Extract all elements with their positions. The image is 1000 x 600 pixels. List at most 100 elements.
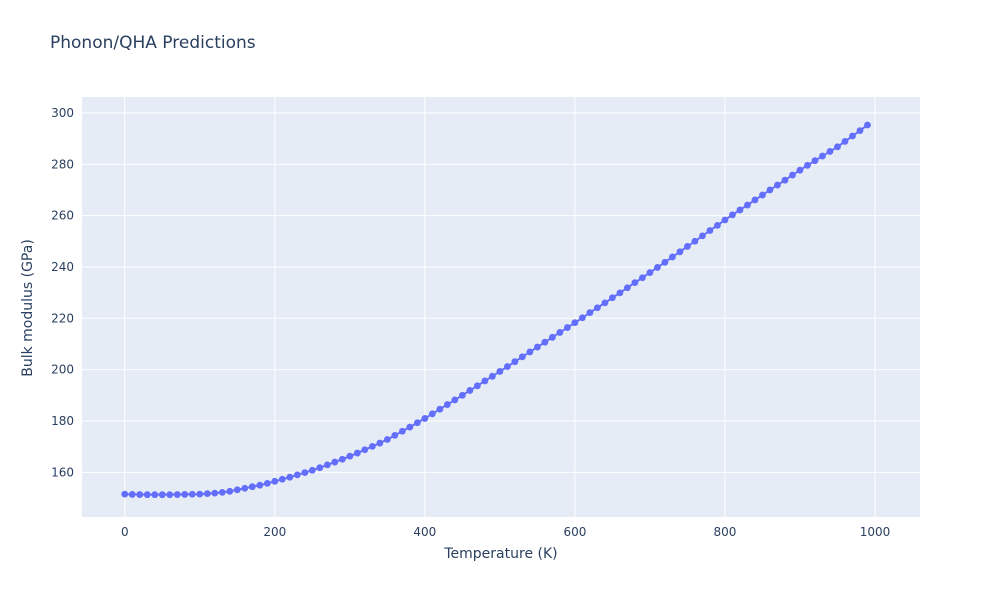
data-point[interactable] (151, 491, 159, 499)
data-point[interactable] (586, 309, 594, 317)
data-point[interactable] (481, 377, 489, 385)
data-point[interactable] (646, 269, 654, 276)
data-point[interactable] (143, 491, 151, 499)
data-point[interactable] (706, 227, 714, 234)
data-point[interactable] (518, 353, 526, 361)
data-point[interactable] (263, 479, 271, 487)
data-point[interactable] (849, 132, 856, 140)
data-point[interactable] (811, 157, 819, 165)
data-point[interactable] (804, 161, 811, 169)
data-point[interactable] (376, 439, 384, 447)
data-point[interactable] (406, 423, 414, 431)
data-point[interactable] (248, 483, 256, 491)
data-point[interactable] (714, 221, 721, 229)
data-point[interactable] (368, 443, 376, 450)
data-point[interactable] (316, 464, 324, 472)
data-point[interactable] (571, 319, 579, 327)
data-point[interactable] (759, 191, 766, 199)
data-point[interactable] (436, 405, 444, 413)
data-point[interactable] (781, 176, 789, 184)
data-point[interactable] (548, 333, 556, 341)
data-point[interactable] (346, 452, 354, 460)
data-point[interactable] (631, 279, 639, 287)
data-point[interactable] (556, 329, 564, 336)
data-point[interactable] (361, 446, 369, 454)
data-point[interactable] (421, 415, 429, 422)
data-point[interactable] (323, 461, 331, 469)
data-point[interactable] (796, 166, 804, 174)
data-point[interactable] (579, 314, 586, 322)
data-point[interactable] (736, 206, 744, 214)
data-point[interactable] (128, 491, 136, 498)
plot-background[interactable] (82, 97, 920, 517)
data-point[interactable] (533, 343, 541, 351)
data-point[interactable] (751, 196, 759, 204)
data-point[interactable] (241, 484, 249, 492)
data-point[interactable] (271, 477, 279, 485)
data-point[interactable] (391, 431, 399, 439)
data-point[interactable] (639, 274, 646, 282)
data-point[interactable] (136, 491, 144, 498)
data-point[interactable] (173, 491, 181, 498)
data-point[interactable] (218, 488, 226, 496)
data-point[interactable] (864, 121, 871, 129)
data-point[interactable] (609, 294, 616, 302)
data-point[interactable] (488, 372, 496, 380)
data-point[interactable] (669, 253, 676, 261)
data-point[interactable] (301, 469, 309, 476)
data-point[interactable] (766, 186, 774, 194)
data-point[interactable] (203, 490, 211, 498)
data-point[interactable] (511, 358, 519, 366)
data-point[interactable] (856, 127, 864, 135)
data-point[interactable] (256, 481, 264, 489)
data-point[interactable] (826, 148, 834, 155)
data-point[interactable] (819, 152, 826, 160)
data-point[interactable] (353, 449, 361, 457)
data-point[interactable] (541, 338, 549, 346)
data-point[interactable] (398, 427, 406, 435)
data-point[interactable] (594, 304, 601, 312)
data-point[interactable] (286, 473, 294, 481)
data-point[interactable] (383, 436, 391, 443)
data-point[interactable] (834, 143, 841, 151)
data-point[interactable] (278, 475, 286, 483)
data-point[interactable] (676, 248, 684, 256)
data-point[interactable] (496, 368, 504, 375)
data-point[interactable] (503, 363, 511, 370)
data-point[interactable] (699, 232, 706, 240)
data-point[interactable] (691, 237, 699, 245)
data-point[interactable] (451, 396, 459, 404)
data-point[interactable] (121, 490, 129, 498)
data-point[interactable] (166, 491, 174, 499)
data-point[interactable] (181, 491, 189, 498)
data-point[interactable] (661, 258, 669, 266)
data-point[interactable] (428, 410, 436, 418)
data-point[interactable] (729, 211, 736, 219)
data-point[interactable] (774, 181, 781, 189)
data-point[interactable] (331, 458, 339, 466)
data-point[interactable] (158, 491, 166, 499)
data-point[interactable] (413, 419, 421, 427)
data-point[interactable] (443, 401, 451, 408)
data-point[interactable] (616, 289, 624, 297)
data-point[interactable] (458, 391, 466, 399)
data-point[interactable] (563, 324, 571, 331)
data-point[interactable] (684, 243, 691, 250)
data-point[interactable] (308, 466, 316, 474)
data-point[interactable] (196, 490, 204, 498)
data-point[interactable] (233, 486, 241, 494)
data-point[interactable] (188, 490, 196, 498)
data-point[interactable] (624, 284, 631, 292)
data-point[interactable] (601, 299, 609, 307)
data-point[interactable] (526, 348, 534, 356)
data-point[interactable] (466, 387, 474, 394)
data-point[interactable] (211, 489, 219, 497)
data-point[interactable] (226, 487, 234, 495)
data-point[interactable] (744, 201, 751, 209)
data-point[interactable] (789, 171, 796, 179)
data-point[interactable] (841, 138, 849, 145)
data-point[interactable] (293, 471, 301, 479)
data-point[interactable] (721, 216, 729, 224)
data-point[interactable] (654, 264, 661, 271)
